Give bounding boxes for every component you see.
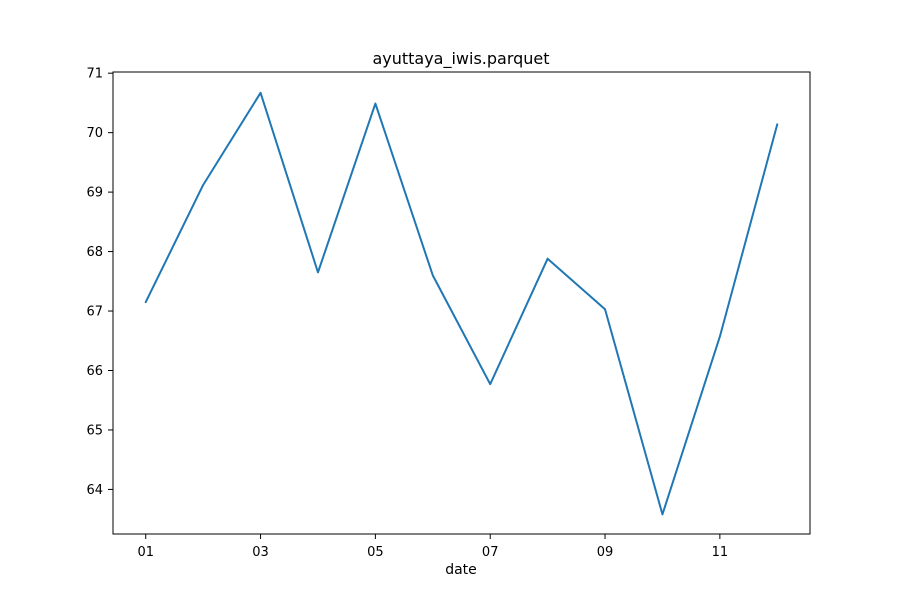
y-tick-label-2: 65 <box>86 423 103 438</box>
x-tick-label-6: 11 <box>712 545 729 560</box>
x-tick-label-3: 05 <box>367 545 384 560</box>
x-tick-label-4: 07 <box>482 545 499 560</box>
y-tick-label-4: 67 <box>86 305 103 320</box>
series-layer <box>144 91 779 516</box>
x-tick-label-5: 09 <box>597 545 614 560</box>
chart-title: ayuttaya_iwis.parquet <box>372 49 549 69</box>
x-axis: 01 03 05 07 09 11 <box>137 534 728 560</box>
y-axis: 64 65 66 67 68 69 70 71 <box>86 67 113 498</box>
y-tick-label-1: 64 <box>86 483 103 498</box>
x-tick-label-2: 03 <box>252 545 269 560</box>
plot-area-border <box>112 71 811 535</box>
y-tick-label-5: 68 <box>86 245 103 260</box>
y-tick-label-6: 69 <box>86 186 103 201</box>
y-tick-label-7: 70 <box>86 126 103 141</box>
x-axis-label: date <box>445 562 477 578</box>
series-line-1 <box>144 91 779 516</box>
y-tick-label-3: 66 <box>86 364 103 379</box>
y-tick-label-8: 71 <box>86 67 103 82</box>
plot-frame <box>112 71 811 535</box>
x-tick-label-1: 01 <box>137 545 154 560</box>
